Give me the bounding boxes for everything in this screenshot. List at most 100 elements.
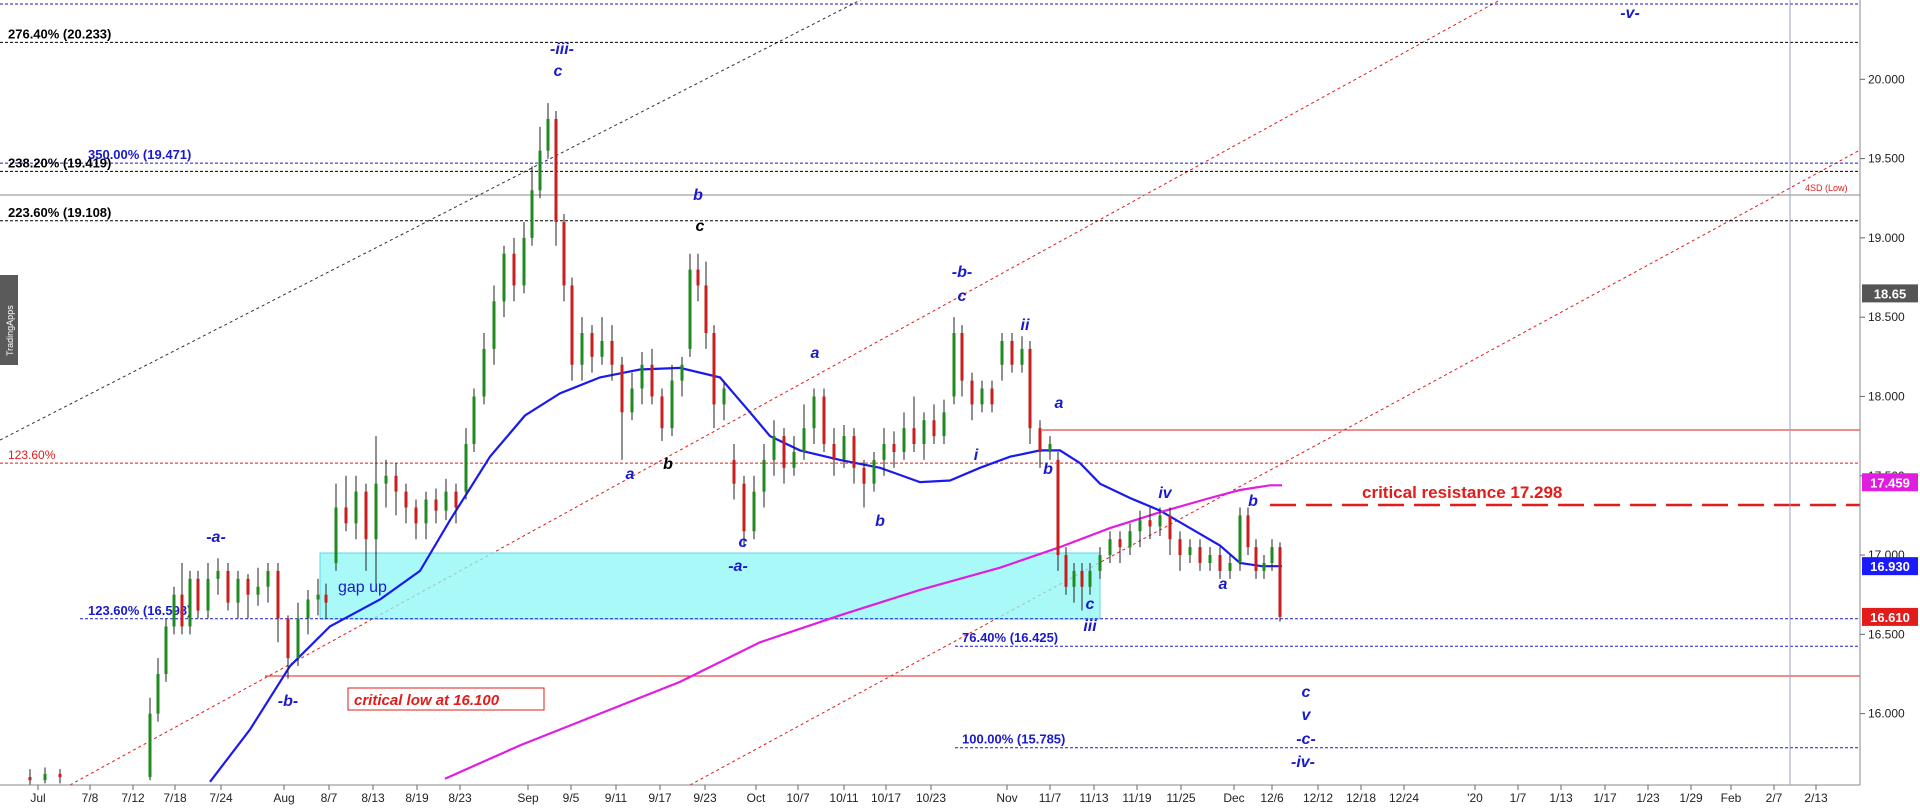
candle-body-9 [196,578,200,611]
candle-body-18 [286,618,290,659]
candle-body-41 [512,253,516,286]
price-badge-label-3: 16.610 [1870,610,1910,625]
candle-body-14 [246,578,250,595]
x-tick-label-26: 12/6 [1260,791,1284,805]
candle-body-108 [1148,520,1152,527]
candle-body-24 [344,507,348,524]
candle-body-84 [922,420,926,445]
candle-body-59 [680,364,684,381]
x-tick-label-34: 1/23 [1636,791,1660,805]
x-tick-label-23: 11/19 [1122,791,1151,805]
x-tick-label-17: 10/11 [829,791,858,805]
candle-body-5 [164,626,168,674]
candle-body-31 [414,507,418,524]
x-tick-label-4: 7/24 [209,791,233,805]
candle-body-115 [1218,555,1222,571]
x-axis: Jul 7/8 7/12 7/18 7/24 Aug 8/7 8/13 8/19 8/23 Sep 9… [30,785,1828,805]
candle-body-81 [892,444,896,452]
candle-body-61 [696,269,700,286]
x-tick-label-19: 10/23 [916,791,946,805]
candle-body-15 [256,586,260,595]
candle-body-68 [762,459,766,492]
wave-label-9: b [1043,461,1053,478]
candle-body-53 [620,364,624,413]
x-tick-label-21: 11/7 [1039,791,1062,805]
x-tick-label-10: Sep [517,791,539,805]
candle-body-85 [932,420,936,437]
candle-body-65 [732,459,736,484]
price-badge-label-0: 18.65 [1874,286,1907,301]
candle-body-101 [1080,570,1084,587]
price-badge-label-2: 16.930 [1870,559,1910,574]
candle-body-8 [188,578,192,627]
x-tick-label-38: 2/13 [1804,791,1828,805]
candle-body-27 [374,483,378,540]
candle-body-58 [670,380,674,429]
candle-body-96 [1038,428,1042,452]
candle-body-29 [394,475,398,492]
wave-label-26: -c- [1296,731,1316,748]
candle-body-76 [842,436,846,460]
candle-body-107 [1138,520,1142,532]
candle-body-122 [1278,547,1282,617]
candle-body-43 [530,190,534,238]
wave-label-6: c [958,288,967,305]
candle-body-6 [172,594,176,627]
candle-body-55 [640,364,644,389]
x-tick-label-35: 1/29 [1679,791,1703,805]
price-badges: 18.65 17.459 16.930 16.610 [1862,284,1918,626]
candle-body-80 [882,444,886,460]
candle-body-7 [180,594,184,627]
candle-body-22 [324,594,328,603]
price-badge-0 [1862,284,1918,303]
candle-body-111 [1178,539,1182,556]
candle-body-48 [570,285,574,365]
x-tick-label-3: 7/18 [163,791,187,805]
gap-up-zone [319,552,1101,620]
candle-body-40 [502,253,506,302]
candle-body-82 [902,428,906,452]
candle-body-30 [404,491,408,508]
wave-label-4: c [696,218,705,235]
wave-label-23: -b- [278,693,298,710]
level-label-0: 276.40% (20.233) [8,26,111,41]
candle-body-26 [364,491,368,540]
wave-label-5: -b- [952,264,972,281]
y-tick-label-1: 16.500 [1868,627,1905,641]
x-tick-label-18: 10/17 [871,791,901,805]
x-tick-label-13: 9/17 [648,791,672,805]
candle-body-105 [1118,539,1122,548]
candle-body-99 [1064,555,1068,587]
wave-label-15: b [1248,493,1258,510]
candle-body-93 [1010,340,1014,365]
candle-body-67 [752,491,756,532]
candle-body-78 [862,467,866,484]
candle-body-88 [960,333,964,381]
candle-body-42 [522,237,526,286]
candle-body-4 [156,673,160,714]
price-badge-label-1: 17.459 [1870,475,1910,490]
candle-body-106 [1128,531,1132,548]
x-tick-label-11: 9/5 [563,791,580,805]
ma-line-0 [209,366,1282,783]
candle-body-112 [1188,547,1192,556]
candle-body-73 [812,396,816,429]
candle-body-19 [296,618,300,659]
candle-body-69 [772,436,776,460]
candle-body-3 [148,713,152,778]
candle-body-54 [630,388,634,413]
candle-body-34 [444,491,448,511]
candle-body-119 [1254,547,1258,571]
level-label-2: 238.20% (19.419) [8,155,111,170]
candle-body-64 [722,388,726,405]
x-tick-label-5: Aug [273,791,294,805]
candle-body-10 [206,578,210,611]
wave-label-12: b [663,456,673,473]
y-tick-label-7: 19.500 [1868,152,1905,166]
wave-label-8: a [1055,395,1064,412]
candle-body-75 [832,444,836,460]
candle-body-32 [424,499,428,524]
candle-body-72 [802,428,806,452]
candle-body-63 [712,333,716,405]
